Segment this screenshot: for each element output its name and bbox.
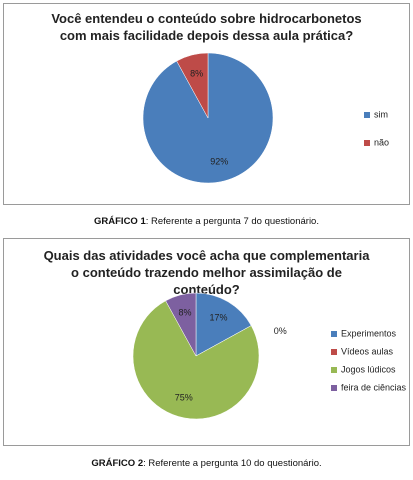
- legend-swatch: [364, 112, 370, 118]
- legend-label: feira de ciências: [341, 382, 407, 392]
- chart: 92% sim 8% não: [142, 52, 389, 184]
- data-label: 8%: [179, 308, 192, 318]
- chart: 17% Experimentos 0% Vídeos aulas 75% Jogos lú…: [132, 292, 407, 420]
- caption: GRÁFICO 1: Referente a pergunta 7 do que…: [0, 216, 413, 227]
- legend-label: sim: [374, 109, 388, 119]
- data-label: 8%: [190, 68, 203, 78]
- data-label: 75%: [175, 393, 193, 403]
- legend-label: Jogos lúdicos: [341, 364, 396, 374]
- pie-slice: [195, 292, 252, 357]
- caption-text: : Referente a pergunta 10 do questionári…: [143, 458, 322, 469]
- chart-panel: Quais das atividades você acha que compl…: [3, 238, 410, 446]
- data-label: 17%: [209, 312, 227, 322]
- legend-swatch: [331, 367, 337, 373]
- data-label: 0%: [274, 326, 287, 336]
- legend-swatch: [331, 349, 337, 355]
- legend-swatch: [331, 331, 337, 337]
- pie-slice: [165, 292, 197, 357]
- legend-label: Experimentos: [341, 328, 397, 338]
- caption-label: GRÁFICO 2: [91, 458, 144, 469]
- legend-swatch: [364, 140, 370, 146]
- caption: GRÁFICO 2: Referente a pergunta 10 do qu…: [0, 458, 413, 469]
- data-label: 92%: [210, 156, 228, 166]
- pie-slice: [176, 52, 209, 119]
- legend-label: não: [374, 137, 389, 147]
- chart-title: Você entendeu o conteúdo sobre hidrocarb…: [51, 11, 362, 43]
- legend-label: Vídeos aulas: [341, 346, 394, 356]
- legend-swatch: [331, 385, 337, 391]
- caption-label: GRÁFICO 1: [94, 216, 146, 227]
- pie-slice: [132, 300, 260, 420]
- chart-panel: Você entendeu o conteúdo sobre hidrocarb…: [3, 3, 410, 205]
- caption-text: : Referente a pergunta 7 do questionário…: [145, 216, 319, 227]
